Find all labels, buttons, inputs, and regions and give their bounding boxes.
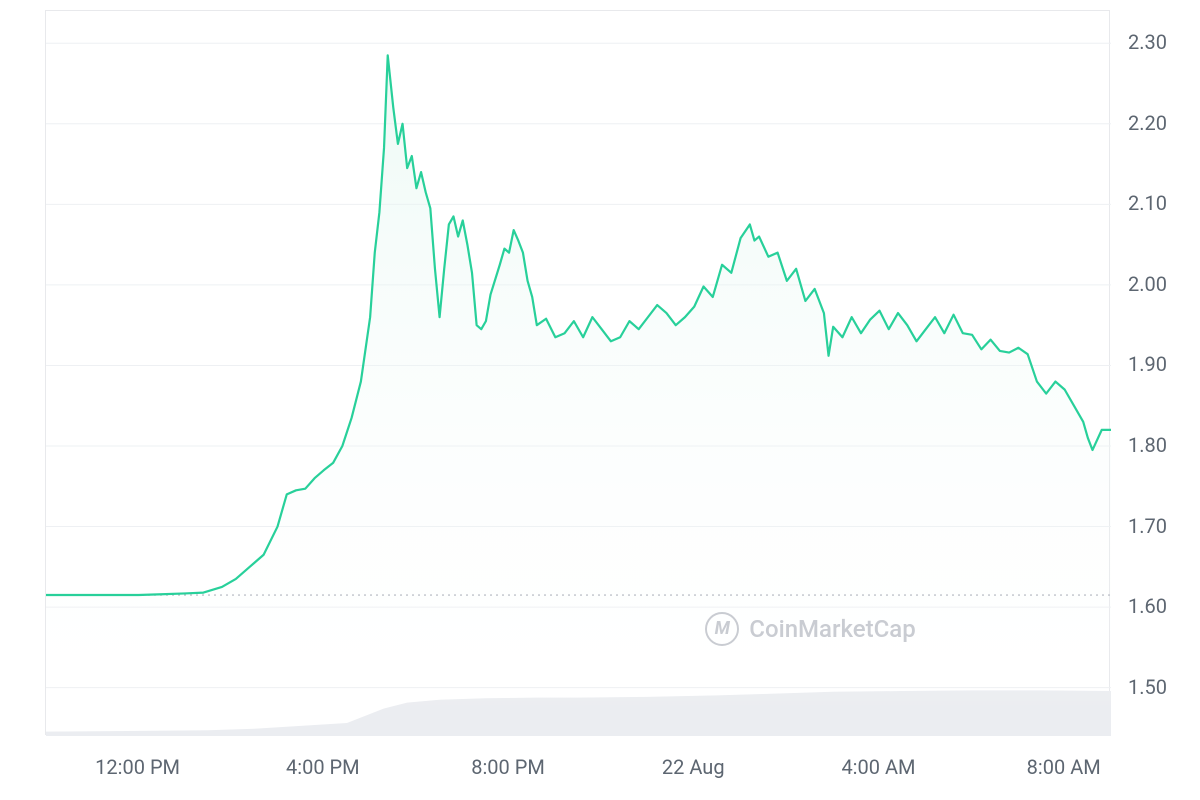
y-axis-tick-label: 2.00 — [1128, 272, 1167, 296]
chart-svg — [46, 11, 1111, 736]
price-chart[interactable]: M CoinMarketCap 2.302.202.102.001.901.80… — [0, 0, 1200, 800]
x-axis-tick-label: 4:00 PM — [286, 755, 360, 779]
x-axis-tick-label: 4:00 AM — [841, 755, 915, 779]
y-axis-tick-label: 1.50 — [1128, 675, 1167, 699]
y-axis-tick-label: 2.20 — [1128, 111, 1167, 135]
x-axis-tick-label: 12:00 PM — [95, 755, 180, 779]
chart-plot-area[interactable] — [45, 10, 1110, 735]
x-axis-tick-label: 8:00 AM — [1027, 755, 1101, 779]
y-axis-tick-label: 1.80 — [1128, 433, 1167, 457]
y-axis-tick-label: 1.60 — [1128, 594, 1167, 618]
y-axis-tick-label: 1.70 — [1128, 514, 1167, 538]
x-axis-tick-label: 8:00 PM — [471, 755, 545, 779]
y-axis-tick-label: 2.10 — [1128, 191, 1167, 215]
y-axis-tick-label: 1.90 — [1128, 352, 1167, 376]
y-axis-tick-label: 2.30 — [1128, 30, 1167, 54]
price-area-fill — [46, 55, 1111, 736]
x-axis-tick-label: 22 Aug — [662, 755, 725, 779]
